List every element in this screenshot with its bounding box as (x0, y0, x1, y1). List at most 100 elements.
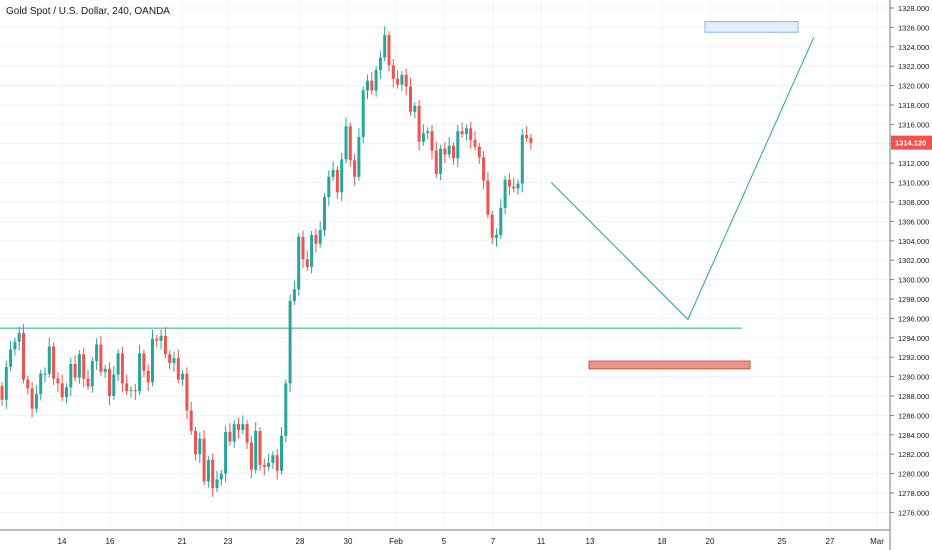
candle-body (314, 234, 318, 244)
candle-body (348, 126, 352, 161)
candle-body (340, 159, 344, 193)
candle-body (163, 335, 167, 355)
candle-body (129, 390, 133, 392)
candle-body (353, 160, 357, 177)
candle-body (456, 131, 460, 159)
candle-body (215, 479, 219, 489)
candle-body (512, 186, 516, 189)
y-tick-label: 1284.000 (898, 431, 929, 440)
candle-body (202, 438, 206, 482)
candle-body (198, 438, 202, 455)
candle-body (439, 148, 443, 174)
y-tick-label: 1308.000 (898, 198, 929, 207)
candle-body (82, 354, 86, 379)
candle-body (232, 424, 236, 442)
candle-body (73, 363, 77, 378)
candle-body (56, 378, 60, 384)
candle-body (417, 105, 421, 142)
current-price-label: 1314.120 (895, 139, 926, 148)
y-tick-label: 1328.000 (898, 4, 929, 13)
candle-body (168, 354, 172, 364)
x-tick-label: Feb (389, 537, 403, 546)
candle-body (262, 464, 266, 467)
candle-body (26, 379, 30, 389)
y-tick-label: 1316.000 (898, 120, 929, 129)
candle-body (529, 137, 533, 143)
candle-body (413, 105, 417, 112)
candle-body (447, 145, 451, 155)
candle-body (267, 462, 271, 467)
candle-body (245, 424, 249, 443)
x-tick-label: 11 (537, 537, 546, 546)
candle-body (120, 353, 124, 384)
candle-body (258, 430, 262, 465)
x-tick-label: 30 (344, 537, 353, 546)
candle-body (181, 373, 185, 380)
projection-path (551, 36, 815, 321)
y-tick-label: 1288.000 (898, 392, 929, 401)
x-tick-label: 13 (586, 537, 595, 546)
x-tick-label: Mar (870, 537, 884, 546)
candle-body (464, 128, 468, 135)
candle-body (9, 349, 13, 367)
y-tick-label: 1300.000 (898, 276, 929, 285)
x-tick-label: 23 (224, 537, 233, 546)
y-tick-label: 1326.000 (898, 23, 929, 32)
candle-body (387, 35, 391, 66)
x-tick-label: 18 (658, 537, 667, 546)
candle-body (396, 78, 400, 85)
candle-body (292, 289, 296, 301)
candle-body (310, 234, 314, 267)
x-tick-label: 25 (778, 537, 787, 546)
candle-body (254, 430, 258, 470)
candle-body (39, 373, 43, 395)
current-price-badge (891, 135, 932, 150)
candle-body (133, 390, 137, 392)
candle-body (4, 366, 8, 400)
candle-body (185, 373, 189, 411)
candle-body (366, 80, 369, 91)
y-tick-label: 1302.000 (898, 256, 929, 265)
candle-body (0, 386, 4, 400)
candle-body (473, 139, 477, 147)
candle-body (421, 133, 425, 142)
candle-body (434, 150, 438, 174)
candle-body (241, 424, 245, 430)
candle-body (516, 183, 520, 189)
y-tick-label: 1306.000 (898, 217, 929, 226)
candle-body (219, 473, 223, 480)
candle-body (151, 338, 154, 383)
y-tick-label: 1282.000 (898, 450, 929, 459)
candle-body (323, 197, 326, 231)
candle-body (361, 90, 365, 138)
candle-body (284, 383, 288, 436)
candle-body (344, 126, 348, 160)
sell-zone-box (588, 360, 751, 370)
candle-body (34, 394, 38, 409)
x-tick-label: 7 (491, 537, 496, 546)
x-tick-label: 5 (442, 537, 447, 546)
chart-title: Gold Spot / U.S. Dollar, 240, OANDA (6, 6, 170, 17)
candle-body (391, 65, 395, 79)
candle-body (30, 388, 34, 409)
candle-body (172, 358, 176, 364)
candle-body (426, 131, 430, 134)
candle-body (159, 335, 163, 341)
candle-body (301, 236, 305, 260)
candle-body (17, 332, 21, 342)
y-tick-label: 1318.000 (898, 101, 929, 110)
candle-body (142, 353, 146, 371)
candle-body (288, 300, 292, 384)
y-tick-label: 1298.000 (898, 295, 929, 304)
chart-grid (0, 0, 890, 530)
candle-body (77, 354, 81, 378)
projection-drawings[interactable] (551, 21, 815, 370)
y-tick-label: 1322.000 (898, 62, 929, 71)
candle-body (507, 179, 511, 187)
candle-body (331, 169, 335, 177)
candle-body (65, 387, 68, 397)
y-tick-label: 1290.000 (898, 373, 929, 382)
candle-body (224, 431, 228, 474)
candle-body (155, 338, 159, 341)
